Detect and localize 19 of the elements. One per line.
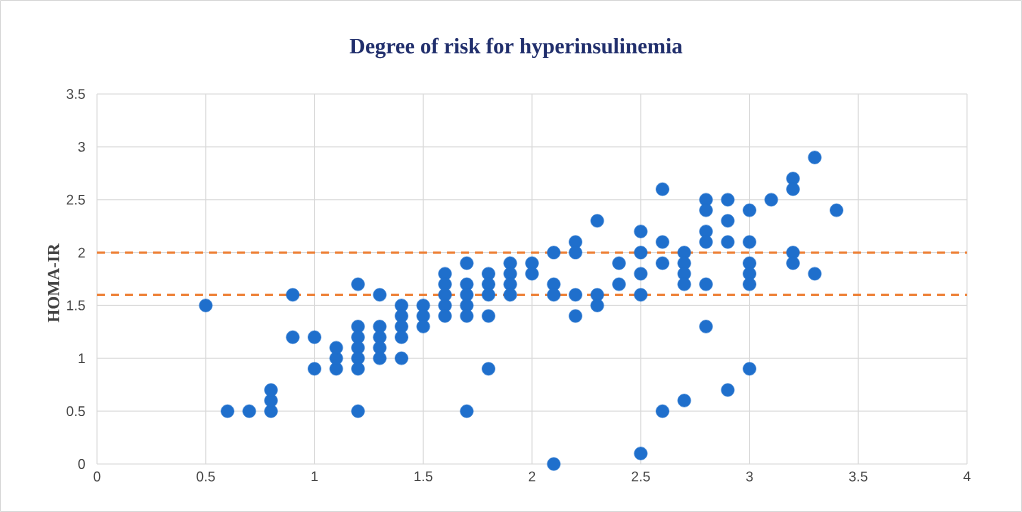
- x-tick-label: 4: [963, 471, 971, 482]
- y-tick-label: 0.5: [66, 406, 85, 417]
- y-tick-label: 2: [78, 247, 85, 258]
- chart-title: Degree of risk for hyperinsulinemia: [349, 37, 683, 59]
- y-tick-label: 0: [78, 459, 85, 469]
- x-tick-label: 0.5: [196, 471, 215, 482]
- x-tick-label: 3: [746, 471, 753, 482]
- x-tick-label: 1.5: [414, 471, 433, 482]
- x-tick-label: 1: [311, 471, 318, 482]
- y-tick-label: 1.5: [67, 300, 85, 311]
- y-tick-label: 3.5: [66, 89, 85, 99]
- y-tick-label: 3: [78, 141, 85, 152]
- x-tick-label: 3.5: [849, 471, 868, 482]
- y-axis-title: HOMA-IR: [47, 243, 60, 323]
- x-tick-label: 2: [528, 471, 536, 482]
- y-tick-label: 2.5: [66, 194, 85, 205]
- y-tick-label: 1: [78, 353, 85, 364]
- x-tick-label: 0: [93, 471, 101, 482]
- x-tick-label: 2.5: [631, 471, 650, 482]
